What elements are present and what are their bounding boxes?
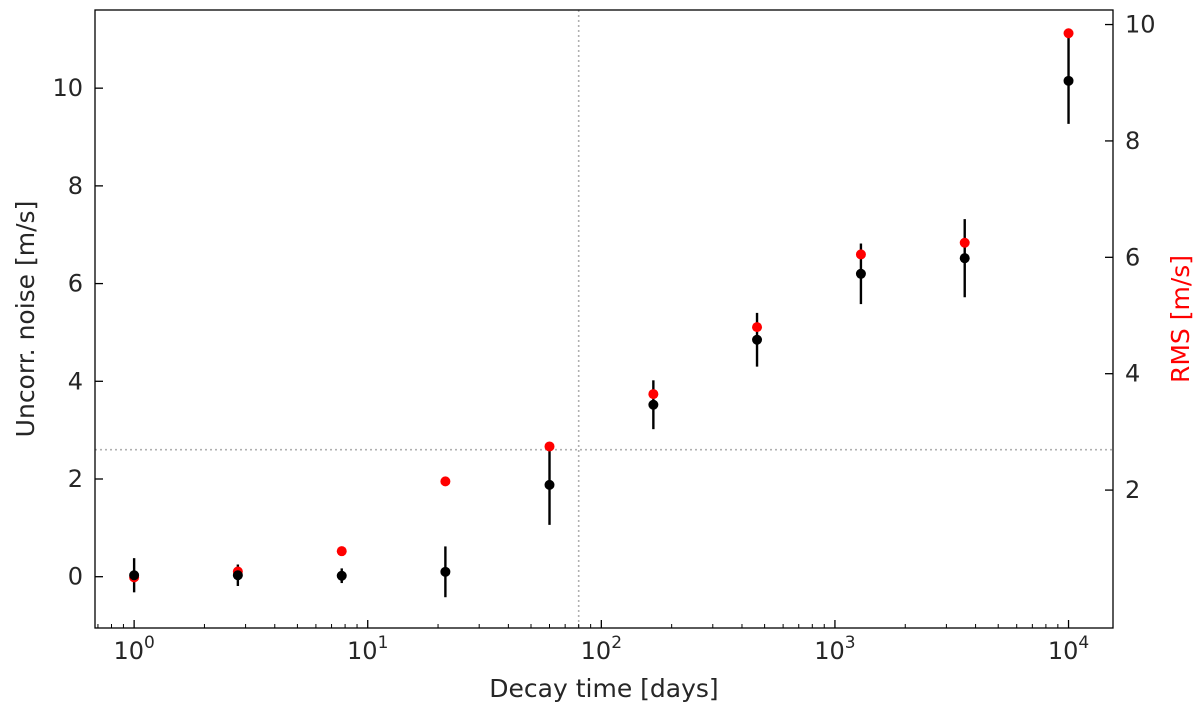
x-tick-label: 103 <box>814 633 855 665</box>
noise-point <box>752 334 763 345</box>
x-tick-label-base: 10 <box>347 637 378 665</box>
x-tick-label: 101 <box>347 633 388 665</box>
x-tick-label: 104 <box>1048 633 1089 665</box>
y2-tick-label: 10 <box>1125 11 1156 39</box>
y2-tick-label: 2 <box>1125 476 1140 504</box>
x-tick-label: 100 <box>113 633 154 665</box>
plot-frame <box>94 9 1114 629</box>
x-axis-title: Decay time [days] <box>489 674 718 703</box>
right-y-axis-title: RMS [m/s] <box>1166 255 1195 383</box>
y2-tick-label: 4 <box>1125 360 1140 388</box>
left-y-axis-title: Uncorr. noise [m/s] <box>11 201 40 438</box>
x-tick-label-exponent: 2 <box>611 633 622 653</box>
rms-point <box>959 237 970 248</box>
y-tick-label: 4 <box>68 367 83 395</box>
noise-point <box>440 566 451 577</box>
data-marks <box>129 28 1074 598</box>
x-tick-label-base: 10 <box>1048 637 1079 665</box>
x-tick-label-exponent: 1 <box>378 633 389 653</box>
x-tick-label-base: 10 <box>814 637 845 665</box>
y-tick-label: 8 <box>68 172 83 200</box>
rms-point <box>648 389 659 400</box>
noise-point <box>129 570 140 581</box>
y2-tick-label: 6 <box>1125 243 1140 271</box>
rms-point <box>440 476 451 487</box>
rms-point <box>336 546 347 557</box>
noise-point <box>544 479 555 490</box>
reference-lines <box>95 10 1113 628</box>
x-tick-label-base: 10 <box>113 637 144 665</box>
y-tick-label: 2 <box>68 465 83 493</box>
noise-point <box>648 399 659 410</box>
noise-point <box>336 570 347 581</box>
noise-point <box>1063 75 1074 86</box>
y-tick-label: 0 <box>68 563 83 591</box>
y2-tick-label: 8 <box>1125 127 1140 155</box>
y-tick-label: 10 <box>52 74 83 102</box>
x-tick-label-base: 10 <box>581 637 612 665</box>
rms-point <box>855 249 866 260</box>
x-tick-label-exponent: 4 <box>1078 633 1089 653</box>
rms-point <box>752 322 763 333</box>
x-tick-label-exponent: 3 <box>845 633 856 653</box>
rms-point <box>1063 28 1074 39</box>
noise-point <box>959 253 970 264</box>
noise-point <box>855 268 866 279</box>
x-tick-label-exponent: 0 <box>144 633 155 653</box>
left-y-axis-ticks: 0 2 4 6 8 10 <box>52 74 103 591</box>
y-tick-label: 6 <box>68 270 83 298</box>
x-tick-label: 102 <box>581 633 622 665</box>
right-y-axis-ticks: 2 4 6 8 10 <box>1105 11 1156 504</box>
noise-point <box>232 570 243 581</box>
rms-point <box>544 441 555 452</box>
x-axis-ticks: 100 101 102 103 104 <box>97 620 1089 665</box>
